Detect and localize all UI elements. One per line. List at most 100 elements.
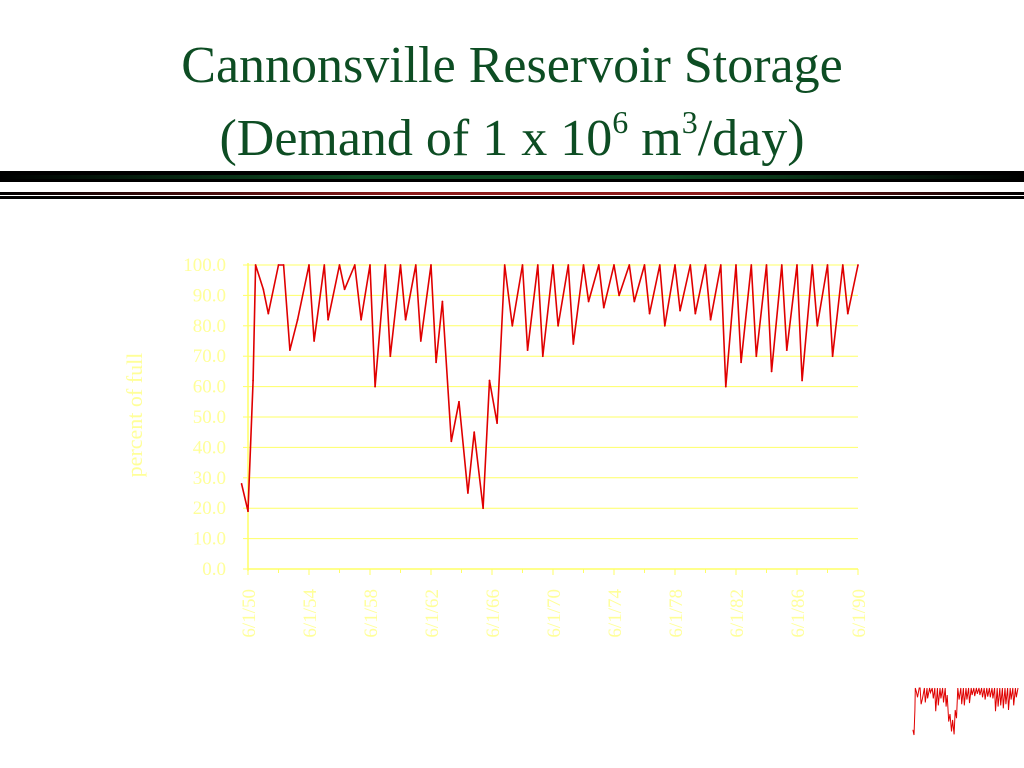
storage-series-point bbox=[277, 264, 280, 266]
storage-series-point bbox=[282, 264, 285, 266]
storage-series-point bbox=[289, 349, 291, 351]
storage-series-point bbox=[740, 361, 742, 364]
storage-series-point bbox=[240, 483, 243, 485]
storage-series-point bbox=[473, 431, 476, 434]
storage-series-point bbox=[704, 264, 707, 266]
storage-series-point bbox=[633, 300, 636, 303]
y-axis-title: percent of full bbox=[122, 353, 147, 478]
y-tick-label: 30.0 bbox=[193, 468, 226, 489]
axis-layer bbox=[243, 263, 859, 575]
y-tick-label: 100.0 bbox=[183, 255, 226, 276]
title-exponent-6: 6 bbox=[612, 103, 629, 140]
storage-series-point bbox=[526, 349, 529, 351]
x-tick-label: 6/1/74 bbox=[605, 589, 626, 638]
y-tick-label: 0.0 bbox=[202, 559, 226, 580]
storage-series-point bbox=[582, 264, 585, 266]
storage-series-point bbox=[780, 264, 783, 266]
storage-series-point bbox=[384, 264, 387, 266]
storage-series-point bbox=[327, 318, 329, 321]
storage-series-point bbox=[765, 264, 768, 266]
storage-series-point bbox=[503, 264, 506, 266]
storage-series-point bbox=[796, 264, 798, 266]
y-tick-label: 80.0 bbox=[193, 316, 226, 337]
storage-series-point bbox=[846, 312, 849, 315]
storage-series-point bbox=[826, 264, 829, 266]
y-tick-label: 10.0 bbox=[193, 529, 226, 550]
storage-series-point bbox=[572, 343, 575, 345]
storage-series-point bbox=[369, 264, 371, 266]
storage-series-point bbox=[597, 264, 600, 266]
storage-series-point bbox=[343, 288, 346, 291]
title-line-2: (Demand of 1 x 106 m3/day) bbox=[0, 103, 1024, 176]
y-tick-label: 70.0 bbox=[193, 346, 226, 367]
storage-series-point bbox=[679, 309, 681, 312]
x-tick-label: 6/1/54 bbox=[300, 589, 321, 638]
storage-series-point bbox=[496, 422, 498, 424]
storage-series-point bbox=[430, 264, 432, 266]
title-line-2-unit: m bbox=[628, 109, 682, 167]
x-tick-label: 6/1/62 bbox=[422, 589, 443, 638]
storage-series-point bbox=[724, 385, 727, 388]
storage-series-point bbox=[541, 355, 544, 358]
storage-series-point bbox=[770, 370, 773, 373]
storage-series-point bbox=[435, 361, 437, 364]
x-tick-label: 6/1/86 bbox=[788, 589, 809, 638]
storage-series-point bbox=[755, 355, 758, 358]
storage-series-point bbox=[567, 264, 570, 266]
storage-series-point bbox=[313, 340, 315, 342]
storage-series-point bbox=[719, 264, 722, 266]
storage-series-point bbox=[467, 492, 469, 494]
storage-series-point bbox=[618, 294, 620, 297]
series-layer bbox=[240, 264, 859, 513]
storage-series-point bbox=[816, 324, 819, 327]
x-tick-label: 6/1/66 bbox=[483, 589, 504, 638]
storage-series-point bbox=[536, 264, 539, 266]
title-line-1: Cannonsville Reservoir Storage bbox=[181, 37, 843, 94]
storage-series-point bbox=[262, 288, 265, 291]
storage-series-point bbox=[389, 355, 392, 358]
label-layer: 0.0 10.0 20.0 30.0 40.0 50.0 60.0 70.0 80.0 90.0 1… bbox=[122, 255, 870, 638]
x-tick-label: 6/1/90 bbox=[849, 589, 870, 638]
storage-series-point bbox=[404, 318, 407, 321]
grid-layer bbox=[248, 264, 858, 540]
storage-series-point bbox=[557, 324, 559, 327]
slide-thumbnail bbox=[912, 687, 1019, 736]
storage-series-point bbox=[694, 312, 697, 315]
storage-series-point bbox=[419, 340, 422, 342]
storage-series-point bbox=[338, 264, 341, 266]
storage-series-point bbox=[414, 264, 417, 266]
storage-series-point bbox=[521, 264, 524, 266]
storage-series-point bbox=[689, 264, 692, 266]
title-line-2-start: (Demand of 1 x 10 bbox=[219, 109, 613, 167]
storage-series-point bbox=[308, 264, 310, 266]
storage-series-point bbox=[674, 264, 676, 266]
storage-series-point bbox=[831, 355, 834, 358]
storage-series-point bbox=[323, 264, 326, 266]
x-tick-label: 6/1/58 bbox=[361, 589, 382, 638]
title-rule-green bbox=[0, 175, 1024, 179]
storage-series-point bbox=[663, 324, 666, 327]
storage-series-point bbox=[488, 379, 491, 382]
storage-series-point bbox=[552, 264, 554, 266]
storage-series-point bbox=[441, 300, 444, 303]
y-tick-label: 40.0 bbox=[193, 437, 226, 458]
storage-series-point bbox=[254, 264, 257, 266]
storage-series-point bbox=[252, 379, 255, 382]
y-tick-label: 60.0 bbox=[193, 377, 226, 398]
title-line-2-end: /day) bbox=[697, 109, 805, 167]
storage-series-point bbox=[267, 312, 270, 315]
storage-series-point bbox=[399, 264, 402, 266]
storage-series-point bbox=[613, 264, 615, 266]
title-rule-dark-thin bbox=[0, 196, 1024, 199]
title-exponent-3: 3 bbox=[681, 103, 698, 140]
storage-series-point bbox=[374, 385, 376, 388]
y-tick-label: 20.0 bbox=[193, 498, 226, 519]
storage-series-point bbox=[658, 264, 661, 266]
storage-series-point bbox=[628, 264, 631, 266]
storage-series-point bbox=[735, 264, 737, 266]
storage-series-point bbox=[841, 264, 844, 266]
storage-series-point bbox=[811, 264, 814, 266]
x-tick-label: 6/1/50 bbox=[239, 589, 260, 638]
storage-series-point bbox=[801, 379, 803, 382]
